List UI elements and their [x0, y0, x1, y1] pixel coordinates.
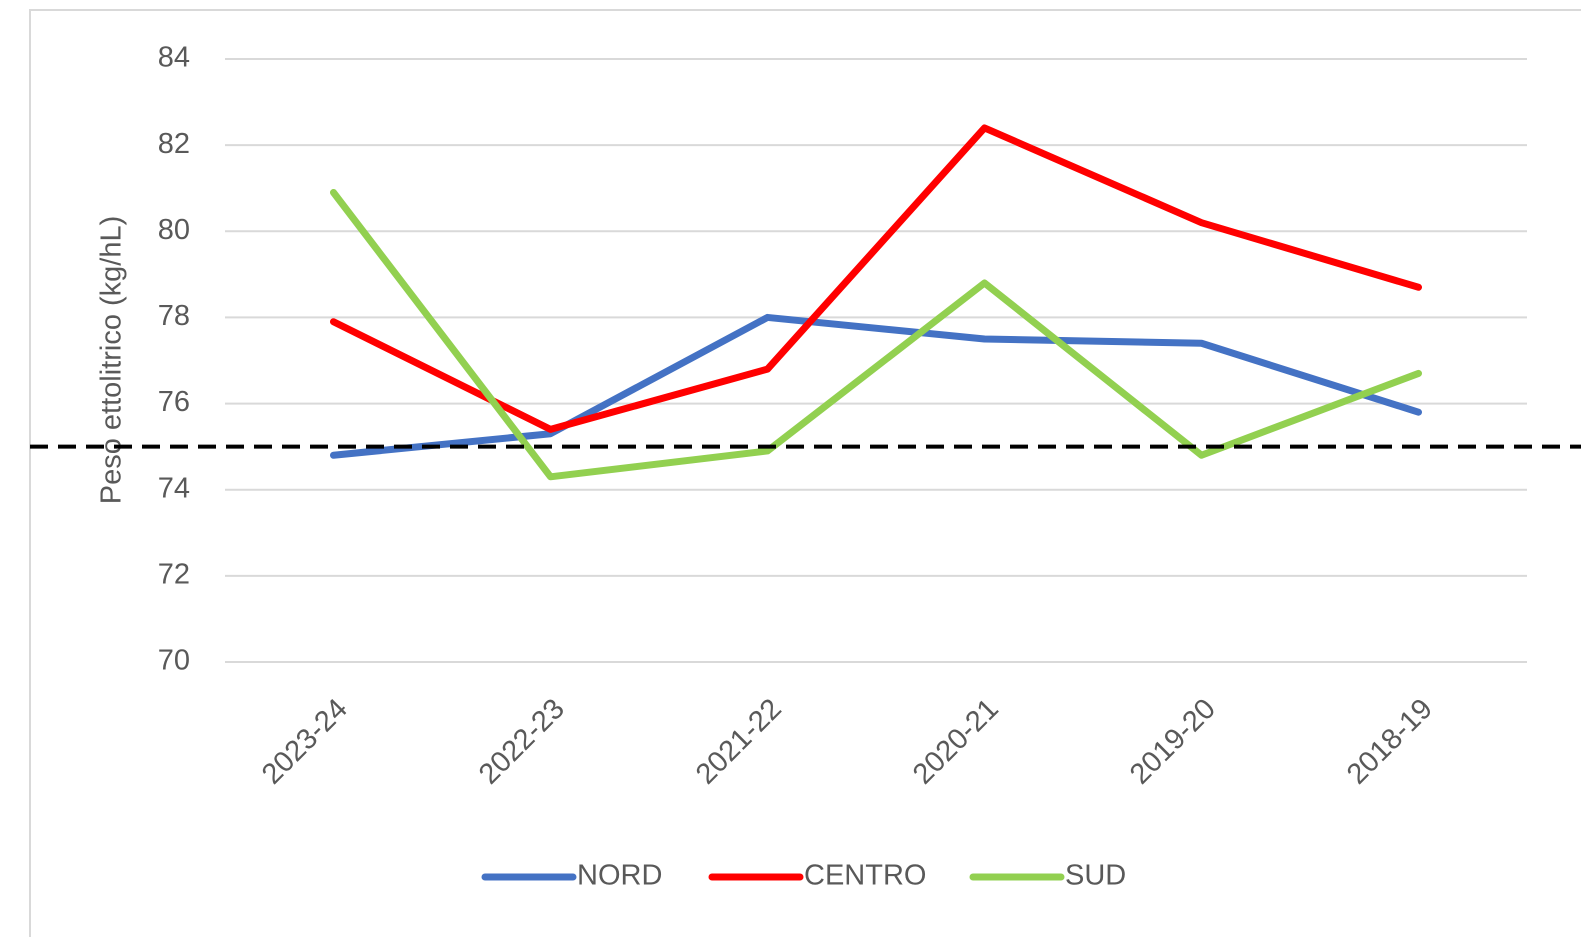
y-tick-label: 76 — [158, 386, 190, 418]
series-line — [330, 189, 1422, 481]
y-tick-label: 70 — [158, 645, 190, 677]
y-axis-label: Peso ettolitrico (kg/hL) — [96, 216, 128, 505]
legend-label: CENTRO — [804, 860, 926, 892]
chart-frame — [29, 9, 1581, 942]
y-tick-label: 74 — [158, 472, 190, 504]
series-line — [330, 124, 1422, 433]
legend-label: NORD — [577, 860, 662, 892]
y-tick-label: 72 — [158, 559, 190, 591]
y-tick-label: 82 — [158, 128, 190, 160]
y-tick-label: 78 — [158, 300, 190, 332]
y-tick-label: 80 — [158, 214, 190, 246]
legend-label: SUD — [1065, 860, 1126, 892]
series-line — [330, 313, 1422, 459]
y-tick-label: 84 — [158, 42, 190, 74]
